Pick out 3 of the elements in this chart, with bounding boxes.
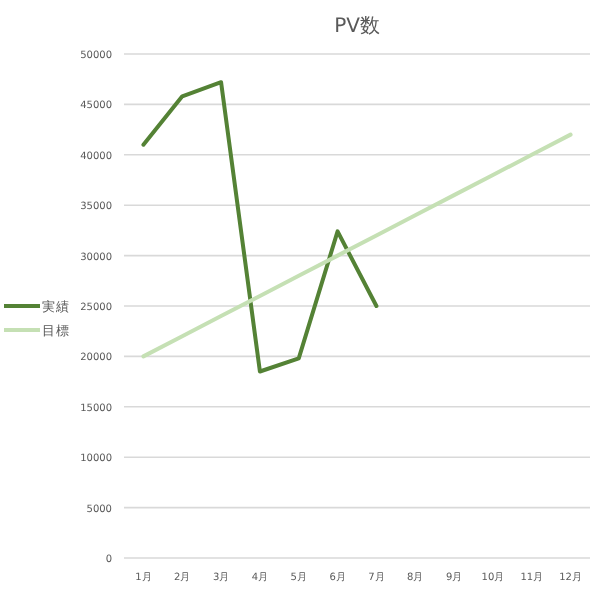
chart-title: PV数 xyxy=(334,16,380,38)
line-series xyxy=(141,80,379,374)
line-series xyxy=(141,132,573,359)
